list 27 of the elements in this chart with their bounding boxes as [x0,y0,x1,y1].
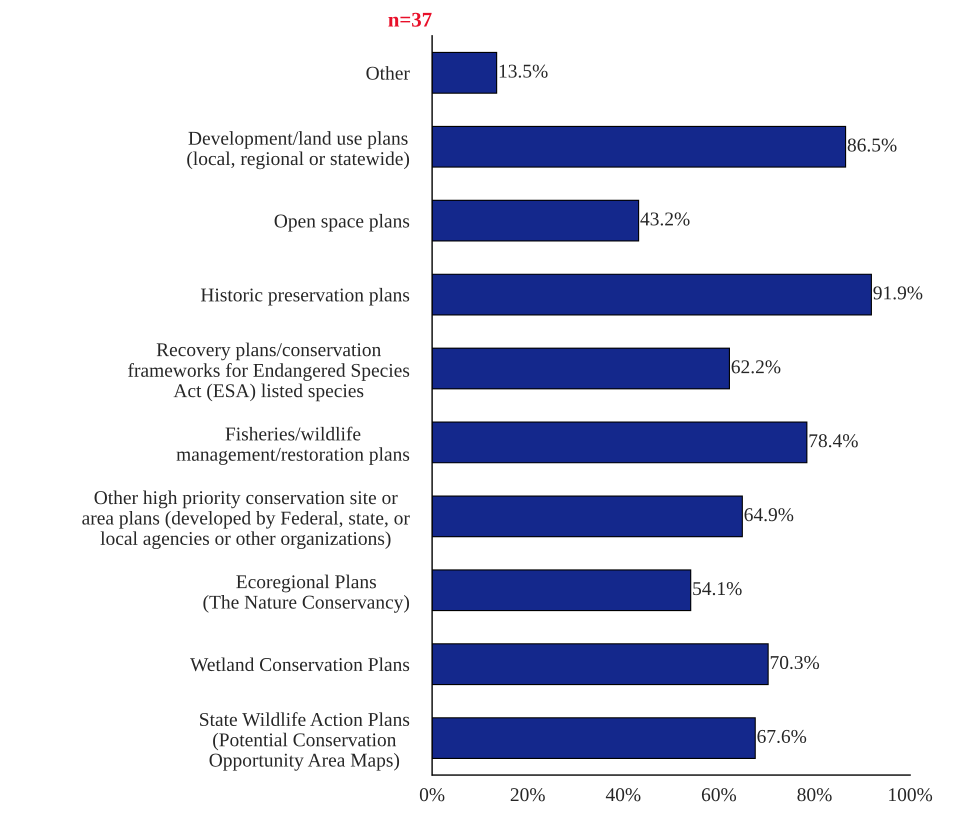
data-label: 86.5% [848,138,897,152]
x-tick-label: 80% [797,788,832,802]
data-label: 91.9% [873,286,922,300]
chart-title: n=37 [388,12,432,27]
y-tick-label: Other [366,66,410,80]
y-tick-label: Historic preservation plans [200,288,410,306]
data-label: 13.5% [500,64,548,78]
y-tick-label: State Wildlife Action Plans (Potential Conservation Opportunity Area Maps) [200,712,410,771]
y-tick-label: Fisheries/wildlife management/restoration plans [176,426,410,465]
data-label: 67.6% [757,730,806,744]
y-tick-label: Open space plans [274,214,410,232]
data-label: 70.3% [770,656,820,670]
data-label: 78.4% [810,434,858,448]
y-tick-label: Ecoregional Plans (The Nature Conservancy) [203,574,410,613]
y-tick-label: Other high priority conservation site or area plans (developed by Federal, state, or local agencies or other organizations) [82,490,410,550]
x-tick-label: 60% [702,788,736,802]
y-tick-label: Recovery plans/conservation frameworks for Endangered Species Act (ESA) listed species [128,342,410,402]
y-tick-label: Wetland Conservation Plans [190,657,410,672]
x-tick-label: 40% [606,788,640,802]
x-tick-label: 0% [420,788,444,802]
data-label: 62.2% [732,360,780,374]
data-label: 43.2% [640,212,690,226]
data-label: 54.1% [693,582,742,596]
x-tick-label: 100% [889,788,932,802]
y-tick-label: Development/land use plans (local, regional or statewide) [187,131,410,170]
data-label: 64.9% [744,508,794,522]
x-tick-label: 20% [510,788,545,802]
